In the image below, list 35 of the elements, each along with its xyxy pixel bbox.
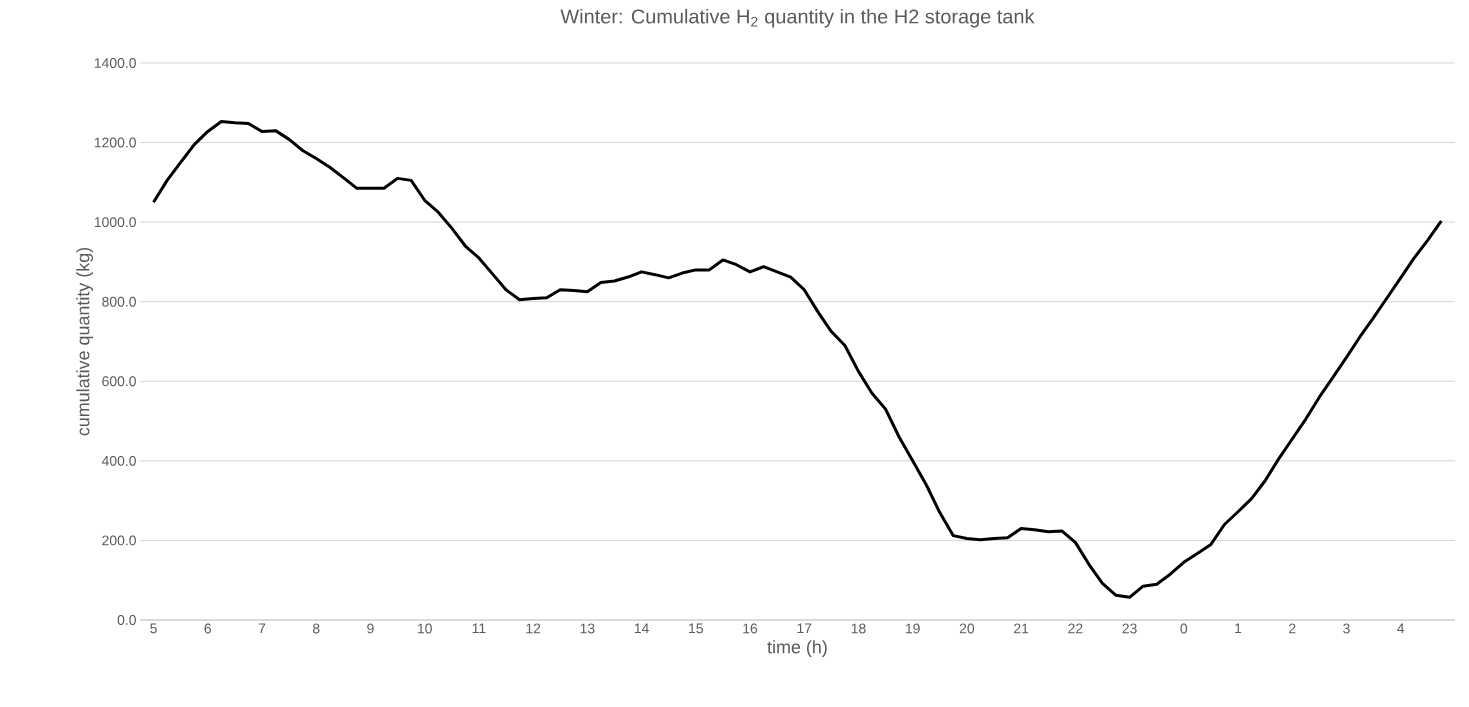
x-tick-label: 18 [851,623,866,634]
x-tick-label: 20 [959,623,975,634]
x-tick-label: 0 [1180,623,1188,634]
x-axis-title: time (h) [767,640,827,657]
y-axis-title: cumulative quantity (kg) [76,247,93,436]
x-tick-label: 23 [1122,623,1137,634]
chart-title: Winter: Cumulative H$_{2}$ quantity in the H2 storage tank [560,8,1035,28]
y-tick-label: 200.0 [102,535,136,546]
x-tick-label: 11 [472,623,486,634]
x-tick-label: 5 [150,623,157,634]
x-tick-label: 14 [634,623,649,634]
x-tick-label: 2 [1289,623,1296,634]
x-tick-label: 3 [1343,623,1350,634]
x-tick-label: 15 [689,623,703,634]
y-tick-label: 0.0 [117,615,136,625]
x-tick-label: 21 [1014,623,1029,634]
x-tick-label: 10 [417,623,432,634]
x-tick-label: 19 [905,623,920,634]
y-tick-label: 1200.0 [94,137,136,148]
y-tick-label: 1000.0 [94,217,136,228]
x-tick-label: 16 [743,623,758,634]
x-tick-label: 7 [258,623,266,634]
y-tick-label: 600.0 [102,376,136,387]
x-tick-label: 12 [526,623,541,634]
x-tick-label: 1 [1235,623,1242,634]
y-tick-label: 1400.0 [94,58,136,68]
x-tick-label: 4 [1397,623,1405,634]
x-tick-label: 8 [312,623,320,634]
x-tick-label: 13 [580,623,595,634]
x-tick-label: 17 [797,623,812,634]
x-tick-label: 6 [204,623,212,634]
x-tick-label: 9 [367,623,374,634]
x-tick-label: 22 [1068,623,1083,634]
y-tick-label: 400.0 [101,455,136,466]
y-tick-label: 800.0 [102,296,136,307]
